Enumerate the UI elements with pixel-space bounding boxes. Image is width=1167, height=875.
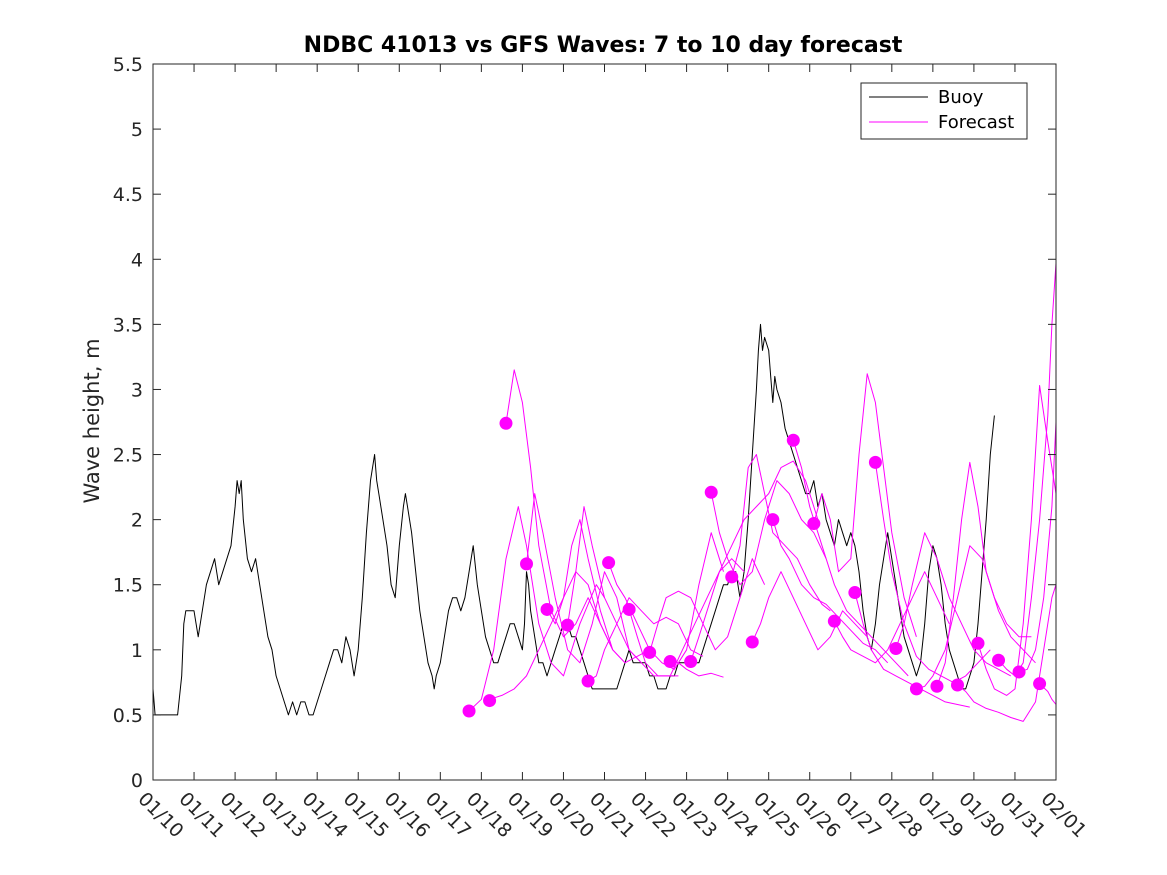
forecast-series-line: [792, 440, 909, 677]
forecast-series-line: [998, 263, 1056, 677]
forecast-marker: [827, 614, 841, 628]
plot-box: [153, 64, 1056, 780]
forecast-marker: [602, 556, 616, 570]
forecast-marker: [950, 678, 964, 692]
forecast-series-line: [833, 571, 950, 664]
forecast-series-line: [670, 661, 724, 678]
forecast-marker: [483, 694, 497, 708]
chart-title: NDBC 41013 vs GFS Waves: 7 to 10 day for…: [304, 33, 903, 58]
y-tick-label: 4.5: [113, 184, 143, 206]
forecast-marker: [520, 557, 534, 571]
forecast-series-line: [587, 597, 704, 682]
legend-box: [860, 82, 1028, 140]
forecast-marker: [643, 645, 657, 659]
y-axis: 0 0.5 1 1.5 2 2.5 3 3.5 4 4.5 5 5.5: [113, 54, 1056, 792]
forecast-marker: [848, 586, 862, 600]
forecast-series-line: [751, 571, 868, 651]
forecast-marker: [889, 642, 903, 656]
y-tick-label: 3: [131, 379, 143, 401]
y-tick-label: 2: [131, 510, 143, 532]
y-tick-label: 5.5: [113, 54, 143, 76]
marker-layer: [462, 416, 1047, 718]
forecast-series-line: [854, 592, 970, 708]
y-tick-label: 3.5: [113, 314, 143, 336]
forecast-marker: [1033, 677, 1047, 691]
forecast-series-line: [628, 558, 745, 677]
plot-area: 00.511.522.533.544.555.5 01/1001/1101/12…: [113, 54, 1091, 842]
forecast-series-line: [1018, 421, 1056, 673]
y-tick-label: 2.5: [113, 445, 143, 467]
forecast-marker: [807, 517, 821, 531]
forecast-series-line: [710, 480, 827, 586]
forecast-marker: [561, 618, 575, 632]
y-axis-label: Wave height, m: [80, 338, 104, 503]
legend-label-buoy: Buoy: [938, 87, 984, 108]
forecast-series-line: [957, 584, 1056, 722]
y-tick-label: 0: [131, 770, 143, 792]
forecast-marker: [704, 485, 718, 499]
forecast-marker: [971, 636, 985, 650]
forecast-marker: [540, 602, 554, 616]
forecast-marker: [499, 416, 513, 430]
forecast-series-line: [546, 519, 650, 664]
forecast-series-line: [916, 545, 1032, 690]
forecast-marker: [766, 513, 780, 527]
y-tick-label: 1: [131, 640, 143, 662]
forecast-marker: [930, 679, 944, 693]
forecast-series-line: [936, 461, 1036, 687]
forecast-series-line: [895, 532, 1012, 677]
legend: Buoy Forecast: [860, 82, 1028, 140]
forecast-marker: [581, 674, 595, 688]
forecast-series-line: [813, 373, 917, 637]
forecast-marker: [684, 655, 698, 669]
forecast-marker: [868, 455, 882, 469]
forecast-marker: [909, 682, 923, 696]
forecast-series-line: [690, 460, 819, 662]
forecast-marker: [786, 433, 800, 447]
y-tick-label: 0.5: [113, 705, 143, 727]
forecast-series-line: [874, 462, 991, 683]
y-tick-label: 1.5: [113, 575, 143, 597]
forecast-marker: [1012, 665, 1026, 679]
series-layer: [153, 263, 1056, 722]
forecast-series-line: [468, 506, 605, 712]
y-tick-label: 5: [131, 119, 143, 141]
forecast-marker: [992, 653, 1006, 667]
forecast-marker: [745, 635, 759, 649]
forecast-marker: [462, 704, 476, 718]
forecast-marker: [622, 602, 636, 616]
forecast-marker: [663, 655, 677, 669]
y-tick-label: 4: [131, 249, 143, 271]
forecast-marker: [725, 570, 739, 584]
forecast-series-line: [731, 454, 831, 612]
forecast-series-line: [608, 532, 724, 670]
forecast-series-line: [772, 519, 889, 664]
forecast-series-line: [977, 385, 1056, 696]
legend-label-forecast: Forecast: [938, 112, 1014, 133]
